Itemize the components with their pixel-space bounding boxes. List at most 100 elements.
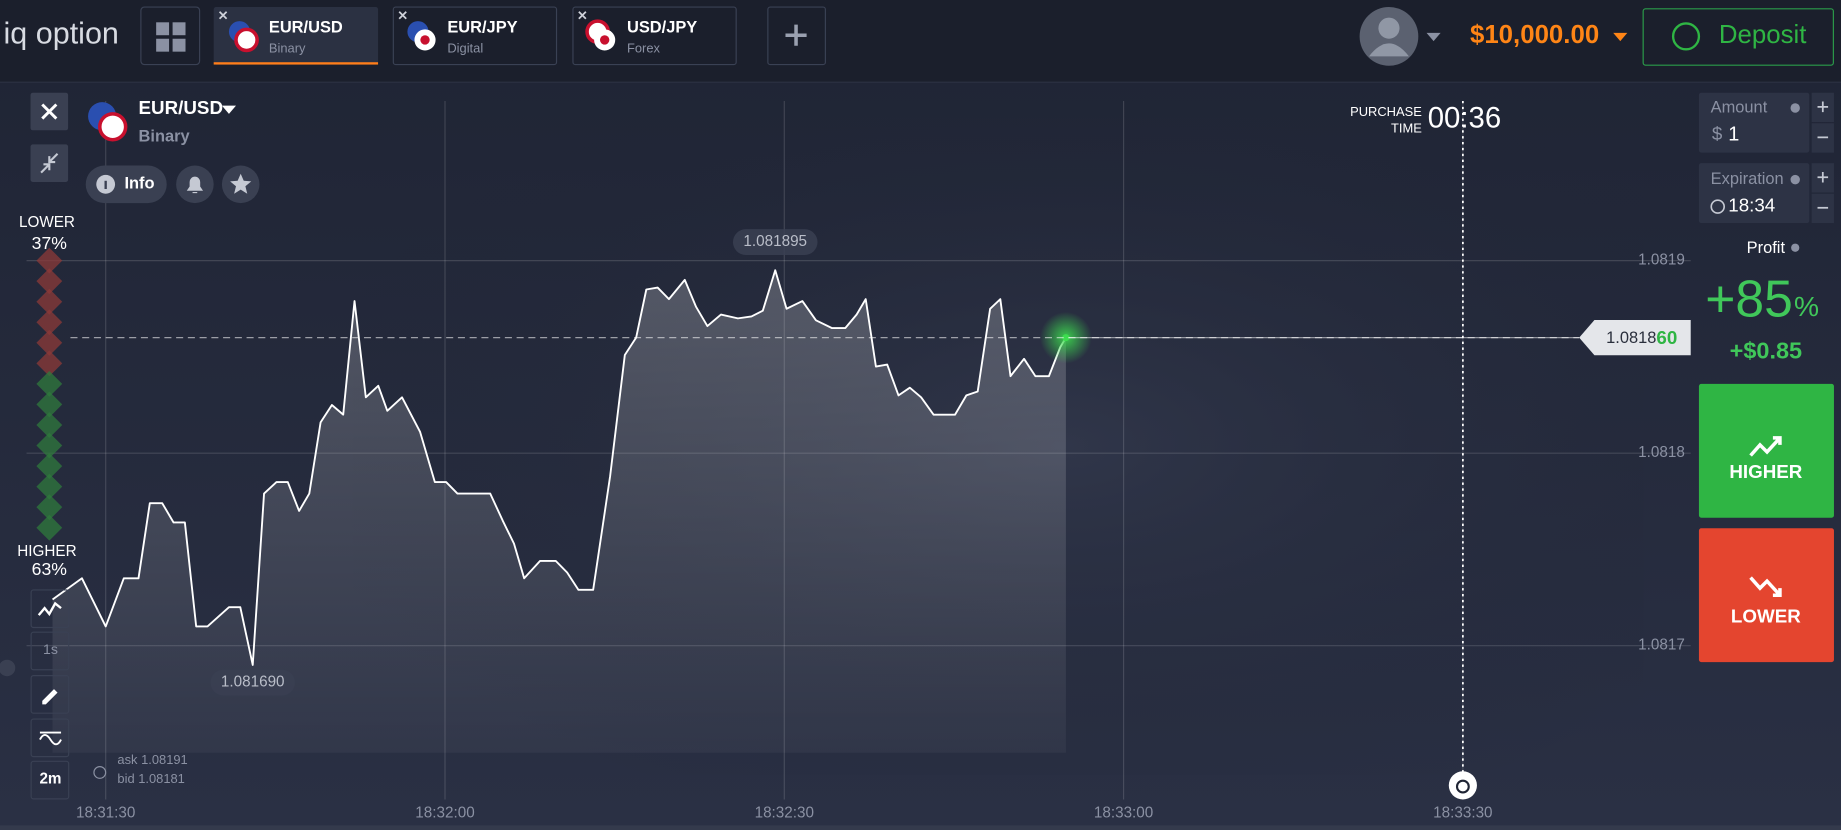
- star-icon: [230, 173, 252, 194]
- expiration-label: Expiration: [1711, 170, 1784, 188]
- sentiment-diamond: [36, 453, 63, 479]
- avatar-body: [1369, 43, 1409, 57]
- y-tick-label: 1.0819: [1638, 252, 1685, 269]
- close-icon[interactable]: [398, 11, 407, 20]
- x-tick-label: 18:32:30: [755, 805, 814, 822]
- lower-button[interactable]: [1698, 528, 1834, 663]
- amount-field[interactable]: [1698, 92, 1810, 153]
- tab-subtitle: Forex: [627, 41, 661, 56]
- lower-percent: 37%: [32, 233, 68, 253]
- lower-label[interactable]: LOWER: [1731, 605, 1801, 626]
- profit-percent: +85: [1705, 270, 1793, 328]
- tab-title: EUR/JPY: [447, 19, 517, 37]
- chart-type-icon: [37, 601, 62, 617]
- amount-label: Amount: [1711, 98, 1768, 116]
- higher-label[interactable]: HIGHER: [1729, 461, 1802, 482]
- info-button[interactable]: [85, 165, 167, 204]
- logo[interactable]: iq option: [4, 16, 119, 50]
- current-price-label: 1.081860: [1606, 327, 1677, 348]
- interval-label: 1s: [43, 641, 58, 657]
- lower-icon: [1749, 576, 1782, 597]
- tab[interactable]: EUR/USD Binary: [213, 7, 379, 65]
- close-icon: [41, 103, 58, 120]
- purchase-label: PURCHASE: [1350, 104, 1422, 119]
- lower-label: LOWER: [19, 214, 75, 231]
- balance[interactable]: $10,000.00: [1470, 21, 1599, 49]
- side-add-button[interactable]: [0, 659, 16, 677]
- plus-icon: [1817, 171, 1829, 183]
- deposit-button[interactable]: [1642, 8, 1834, 66]
- close-icon[interactable]: [218, 11, 228, 20]
- quote-help-icon[interactable]: [93, 766, 107, 779]
- price-area: [52, 270, 1066, 753]
- timeframe-button[interactable]: [30, 760, 70, 800]
- avatar-caret[interactable]: [1426, 32, 1441, 42]
- tab-title: USD/JPY: [627, 19, 697, 37]
- timeframe-label: 2m: [39, 771, 61, 788]
- collapse-button[interactable]: [30, 144, 69, 182]
- info-icon-bar: [104, 180, 107, 190]
- annotation-label: 1.081690: [221, 674, 285, 691]
- deposit-label[interactable]: Deposit: [1719, 21, 1807, 49]
- asset-title[interactable]: EUR/USD: [139, 97, 223, 118]
- close-icon[interactable]: [578, 11, 587, 20]
- percent-sign: %: [1794, 290, 1819, 322]
- ask-price: ask 1.08191: [117, 752, 187, 767]
- draw-button[interactable]: [30, 675, 70, 714]
- tab-bg[interactable]: [572, 6, 737, 66]
- flag-us: [98, 112, 128, 142]
- sentiment-diamond: [36, 473, 63, 500]
- annotation-pill: [732, 229, 818, 255]
- asset-subtitle: Binary: [139, 128, 191, 146]
- amount-currency: $: [1712, 123, 1723, 144]
- deposit-icon: [1671, 22, 1701, 51]
- chart-type-button[interactable]: [30, 589, 70, 629]
- tab[interactable]: USD/JPY Forex: [572, 6, 737, 66]
- tab-subtitle: Binary: [269, 41, 306, 56]
- interval-button[interactable]: [30, 631, 70, 671]
- annotation-pill: [210, 669, 295, 696]
- plus-icon: [1817, 101, 1829, 113]
- help-icon[interactable]: [1790, 103, 1800, 113]
- indicators-button[interactable]: [30, 718, 70, 758]
- x-tick-label: 18:33:00: [1094, 805, 1153, 822]
- flag-us: [234, 27, 259, 53]
- add-tab-button[interactable]: [767, 6, 826, 66]
- tab[interactable]: EUR/JPY Digital: [392, 6, 558, 66]
- price-line: [52, 269, 1067, 666]
- bell-icon: [186, 176, 204, 194]
- y-tick-label: 1.0817: [1638, 637, 1685, 654]
- purchase-timer: [1448, 771, 1477, 800]
- x-tick-label: 18:31:30: [76, 805, 135, 822]
- annotation-label: 1.081895: [743, 233, 807, 250]
- bottom-strip: [0, 825, 1841, 830]
- grid-button[interactable]: [140, 6, 201, 66]
- current-point: [1062, 334, 1070, 342]
- collapse-icon: [40, 153, 59, 174]
- tab-subtitle: Digital: [447, 41, 483, 56]
- clock-icon: [1710, 199, 1725, 214]
- tab-active-line: [213, 62, 379, 65]
- pencil-icon: [42, 689, 58, 705]
- help-icon[interactable]: [1790, 174, 1800, 185]
- tab-bg[interactable]: [213, 7, 379, 65]
- grid-icon: [156, 22, 186, 52]
- tab-bg[interactable]: [392, 6, 558, 66]
- current-price-main: 1.0818: [1606, 329, 1656, 347]
- expiration-value[interactable]: 18:34: [1728, 195, 1775, 216]
- indicators-icon: [39, 731, 62, 746]
- help-icon[interactable]: [1791, 243, 1800, 252]
- amount-value[interactable]: 1: [1728, 123, 1739, 145]
- profit-label: Profit: [1747, 239, 1786, 257]
- price-chart: 1.0817 1.0818 1.0819 18:31:30 18:32:00 18:32:…: [26, 100, 1691, 822]
- expiration-field[interactable]: [1698, 163, 1810, 224]
- bid-price: bid 1.08181: [117, 771, 184, 786]
- flag-jp-dot: [599, 35, 610, 45]
- current-price-tail: 60: [1656, 327, 1677, 348]
- higher-percent: 63%: [32, 559, 68, 579]
- purchase-time: 00:36: [1428, 101, 1501, 134]
- balance-caret[interactable]: [1613, 32, 1628, 42]
- avatar-head: [1378, 17, 1400, 39]
- asset-caret[interactable]: [221, 105, 236, 114]
